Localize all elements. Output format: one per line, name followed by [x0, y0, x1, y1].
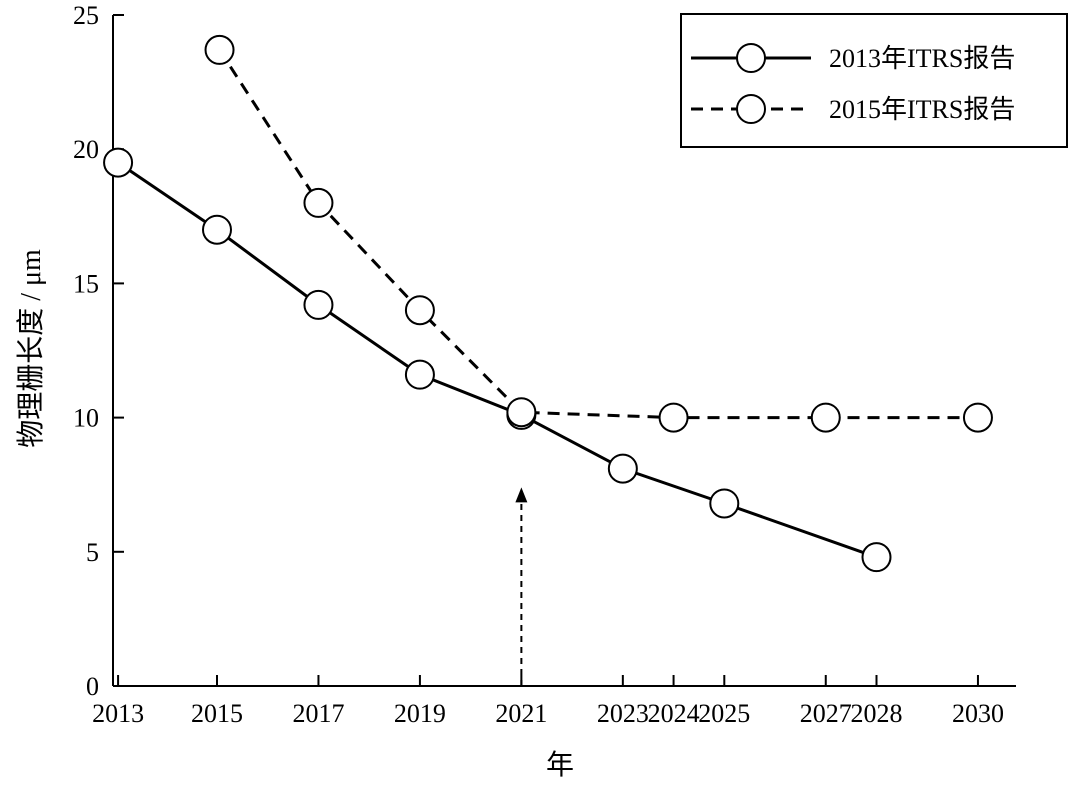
- series-2-point: [404, 295, 435, 326]
- x-tick-label: 2017: [292, 699, 344, 728]
- x-tick-label: 2030: [952, 699, 1004, 728]
- series-line-1: [117, 161, 877, 559]
- series-1-point: [404, 359, 435, 390]
- annotation-arrow-group: [515, 487, 528, 686]
- x-tick-label: 2024: [648, 699, 700, 728]
- y-axis-title: 物理栅长度 / μm: [15, 249, 47, 448]
- series-1-point: [861, 542, 892, 573]
- series-2-point: [204, 34, 235, 65]
- legend-swatch-marker-2: [736, 94, 766, 124]
- series-2-point: [962, 402, 993, 433]
- legend: 2013年ITRS报告 2015年ITRS报告: [680, 13, 1068, 148]
- y-tick-label: 25: [73, 1, 99, 30]
- series-1-point: [303, 289, 334, 320]
- annotation-arrow-head: [515, 487, 528, 503]
- y-tick-label: 0: [86, 672, 99, 701]
- series-1-point: [201, 214, 232, 245]
- x-tick-label: 2023: [597, 699, 649, 728]
- axes: [112, 15, 1016, 687]
- x-tick-label: 2027: [800, 699, 852, 728]
- x-tick-label: 2019: [394, 699, 446, 728]
- x-tick-label: 2015: [191, 699, 243, 728]
- legend-swatch-marker-1: [736, 43, 766, 73]
- x-tick-label: 2028: [850, 699, 902, 728]
- y-tick-label: 20: [73, 135, 99, 164]
- y-tick-label: 15: [73, 269, 99, 298]
- legend-box: [680, 13, 1068, 148]
- y-tick-label: 10: [73, 404, 99, 433]
- series-markers: [103, 34, 993, 573]
- y-tick-label: 5: [86, 538, 99, 567]
- x-axis-title: 年: [546, 749, 574, 781]
- legend-label-1: 2013年ITRS报告: [829, 44, 1015, 73]
- series-2-point: [506, 397, 537, 428]
- series-2-point: [658, 402, 689, 433]
- series-1-point: [103, 147, 134, 178]
- series-2-point: [303, 187, 334, 218]
- series-2-point: [810, 402, 841, 433]
- x-tick-label: 2021: [495, 699, 547, 728]
- series-1-point: [709, 488, 740, 519]
- legend-label-2: 2015年ITRS报告: [829, 95, 1015, 124]
- x-tick-label: 2013: [92, 699, 144, 728]
- series-1-point: [607, 453, 638, 484]
- x-tick-label: 2025: [698, 699, 750, 728]
